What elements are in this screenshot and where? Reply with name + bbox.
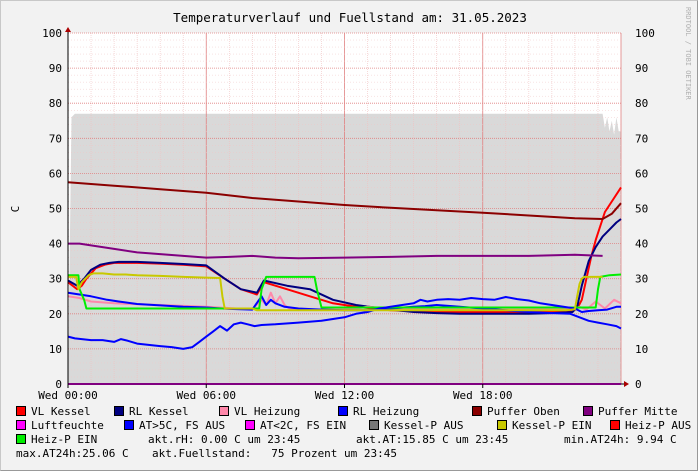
info-max-temp: max.AT24h:25.06 C	[16, 447, 129, 460]
series-heiz-p-ein	[68, 273, 622, 310]
y-tick-label-right: 0	[635, 378, 642, 391]
legend-swatch	[497, 420, 507, 430]
y-tick-label-right: 100	[635, 27, 655, 40]
y-tick-label-right: 80	[635, 97, 648, 110]
legend-label: Heiz-P AUS	[625, 419, 692, 432]
y-tick-label: 40	[49, 238, 62, 251]
y-tick-label-right: 10	[635, 343, 648, 356]
y-tick-label: 90	[49, 62, 62, 75]
x-tick-label: Wed 18:00	[453, 389, 513, 401]
legend-label: Luftfeuchte	[31, 419, 104, 432]
legend-swatch	[16, 420, 26, 430]
y-tick-label-right: 60	[635, 167, 648, 180]
legend-item-at-2c-fs-ein: AT<2C, FS EIN	[245, 419, 346, 433]
legend-item-kessel-p-aus: Kessel-P AUS	[369, 419, 463, 433]
info-fill-level: akt.Fuellstand: 75 Prozent um 23:45	[152, 447, 398, 460]
legend-item-puffer-mitte: Puffer Mitte	[583, 405, 677, 419]
y-tick-label: 60	[49, 167, 62, 180]
chart-title: Temperaturverlauf und Fuellstand am: 31.…	[173, 10, 527, 25]
y-tick-label: 0	[55, 378, 62, 391]
y-tick-label-right: 30	[635, 273, 648, 286]
legend-swatch	[338, 406, 348, 416]
x-tick-label: Wed 12:00	[315, 389, 375, 401]
y-tick-label-right: 50	[635, 203, 648, 216]
legend-swatch	[124, 420, 134, 430]
y-axis-arrow	[65, 27, 71, 32]
legend-label: Kessel-P AUS	[384, 419, 464, 432]
info-outside-temp: akt.AT:15.85 C um 23:45	[356, 433, 509, 446]
legend-label: Heiz-P EIN	[31, 433, 98, 446]
series-kessel-p-ein	[68, 272, 603, 312]
legend-label: Puffer Mitte	[598, 405, 678, 418]
legend-item-heiz-p-ein: Heiz-P EIN	[16, 433, 97, 447]
y-tick-label: 100	[42, 27, 62, 40]
y-tick-label-right: 70	[635, 132, 648, 145]
legend-swatch	[114, 406, 124, 416]
legend-label: Kessel-P EIN	[512, 419, 592, 432]
legend-label: Puffer Oben	[487, 405, 560, 418]
legend-swatch	[219, 406, 229, 416]
legend-swatch	[16, 434, 26, 444]
legend-item-luftfeuchte: Luftfeuchte	[16, 419, 104, 433]
series-rl-kessel	[67, 218, 622, 315]
legend-item-kessel-p-ein: Kessel-P EIN	[497, 419, 591, 433]
series-puffer-mitte	[68, 242, 603, 260]
watermark-text: RRDTOOL / TOBI OETIKER	[684, 7, 692, 101]
x-axis-arrow	[624, 381, 629, 387]
legend-label: RL Heizung	[353, 405, 420, 418]
legend-item-heiz-p-aus: Heiz-P AUS	[610, 419, 691, 433]
y-tick-label: 10	[49, 343, 62, 356]
legend-item-rl-heizung: RL Heizung	[338, 405, 419, 419]
legend-item-at-5c-fs-aus: AT>5C, FS AUS	[124, 419, 225, 433]
y-tick-label-right: 20	[635, 308, 648, 321]
legend-swatch	[610, 420, 620, 430]
legend-label: VL Heizung	[234, 405, 301, 418]
y-tick-label: 70	[49, 132, 62, 145]
y-tick-label: 20	[49, 308, 62, 321]
legend-label: AT<2C, FS EIN	[260, 419, 347, 432]
series-at-5c-fs-aus	[67, 296, 621, 350]
legend-item-rl-kessel: RL Kessel	[114, 405, 189, 419]
legend-swatch	[369, 420, 379, 430]
legend-swatch	[583, 406, 593, 416]
legend-label: VL Kessel	[31, 405, 91, 418]
x-tick-label: Wed 00:00	[38, 389, 98, 401]
series-puffer-oben	[67, 181, 622, 220]
legend-label: AT>5C, FS AUS	[139, 419, 226, 432]
x-tick-label: Wed 06:00	[176, 389, 236, 401]
y-tick-label-right: 90	[635, 62, 648, 75]
y-tick-label: 30	[49, 273, 62, 286]
legend-item-puffer-oben: Puffer Oben	[472, 405, 560, 419]
legend-label: RL Kessel	[129, 405, 189, 418]
legend-swatch	[16, 406, 26, 416]
legend-swatch	[472, 406, 482, 416]
y-axis-label: C	[9, 206, 22, 213]
legend-item-vl-heizung: VL Heizung	[219, 405, 300, 419]
y-tick-label: 80	[49, 97, 62, 110]
y-tick-label: 50	[49, 203, 62, 216]
info-humidity: akt.rH: 0.00 C um 23:45	[148, 433, 301, 446]
temperature-chart: Temperaturverlauf und Fuellstand am: 31.…	[9, 7, 692, 401]
legend-swatch	[245, 420, 255, 430]
legend-item-vl-kessel: VL Kessel	[16, 405, 91, 419]
info-min-temp: min.AT24h: 9.94 C	[564, 433, 677, 446]
y-tick-label-right: 40	[635, 238, 648, 251]
